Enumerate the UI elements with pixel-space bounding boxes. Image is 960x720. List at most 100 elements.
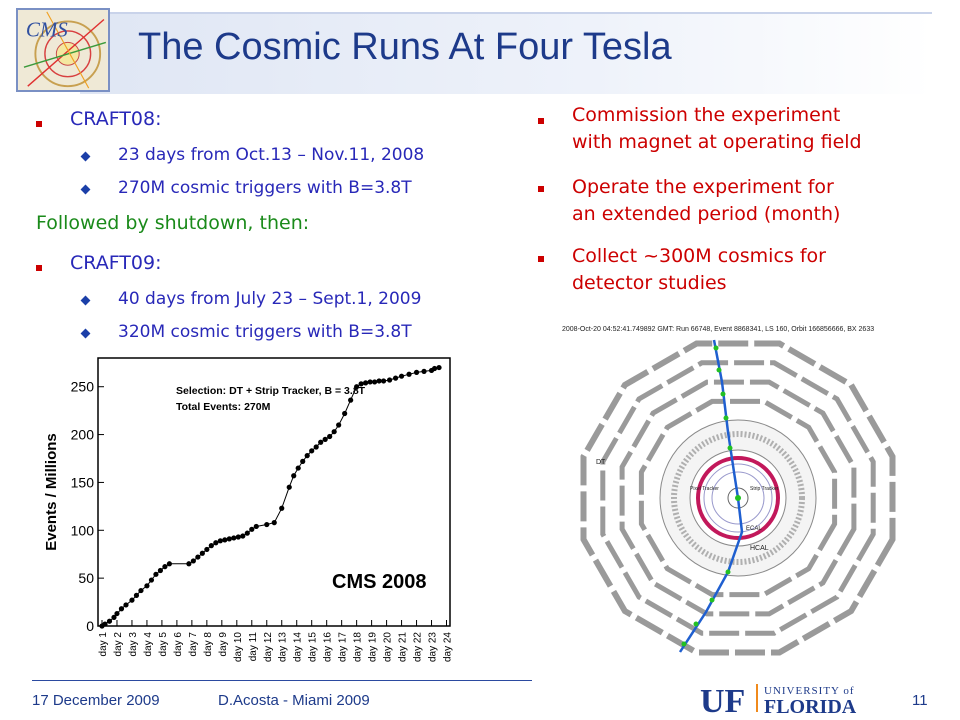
data-point	[253, 523, 259, 530]
data-point	[421, 368, 427, 374]
data-point	[367, 379, 373, 385]
tracker-label: Pixel Tracker	[690, 486, 719, 492]
data-point	[118, 606, 125, 612]
data-point	[148, 577, 155, 583]
data-point	[264, 521, 270, 528]
data-point	[431, 365, 438, 372]
x-tick-label: day 21	[398, 632, 409, 662]
data-point	[392, 375, 399, 381]
right-bullet-commission: Commission the experiment with magnet at…	[572, 102, 862, 156]
hcal-label: HCAL	[750, 545, 769, 552]
data-point	[358, 381, 364, 387]
bullet-diamond-icon	[80, 151, 91, 162]
data-point	[102, 621, 108, 627]
data-point	[300, 458, 306, 464]
data-point	[304, 453, 310, 459]
data-point	[322, 436, 328, 442]
track-hits	[681, 345, 741, 647]
muon-station-ring	[600, 360, 876, 636]
bullet-square-icon	[36, 121, 42, 127]
x-tick-label: day 12	[263, 632, 274, 662]
bullet-line: Collect ~300M cosmics for	[572, 245, 826, 267]
title-bar	[80, 12, 932, 94]
data-point	[153, 571, 159, 577]
data-point	[222, 537, 228, 543]
x-tick-label: day 14	[293, 632, 304, 662]
svg-text:UF: UF	[700, 683, 745, 716]
data-point	[309, 448, 315, 454]
x-tick-label: day 18	[353, 632, 364, 662]
data-point	[133, 592, 140, 598]
craft08-heading: CRAFT08:	[70, 108, 162, 130]
data-point	[244, 530, 250, 536]
x-tick-label: day 24	[443, 632, 454, 662]
x-tick-label: day 11	[248, 632, 259, 662]
y-tick-label: 200	[71, 427, 95, 443]
data-point	[354, 384, 360, 390]
data-point	[204, 546, 210, 553]
data-point	[363, 380, 369, 386]
data-point	[123, 602, 129, 608]
data-point	[381, 378, 387, 384]
craft09-heading: CRAFT09:	[70, 252, 162, 274]
data-point	[166, 561, 173, 567]
muon-station-ring	[638, 398, 838, 598]
x-tick-label: day 23	[428, 632, 439, 662]
strip-tracker-inner	[711, 471, 765, 525]
ecal-ring	[696, 456, 780, 540]
data-point	[286, 484, 292, 490]
dt-label: DT	[596, 459, 606, 466]
x-tick-label: day 4	[143, 632, 154, 657]
x-tick-label: day 2	[113, 632, 124, 657]
x-tick-label: day 6	[173, 632, 184, 657]
y-tick-label: 250	[71, 379, 95, 395]
data-point	[217, 538, 223, 544]
craft08-item: 23 days from Oct.13 – Nov.11, 2008	[118, 145, 425, 165]
data-point	[199, 550, 205, 556]
strip-tracker-label: Strip Tracker	[750, 486, 779, 492]
bullet-line: Operate the experiment for	[572, 176, 834, 198]
data-point	[279, 505, 285, 511]
y-tick-label: 0	[86, 618, 94, 634]
data-point	[386, 377, 393, 383]
data-point	[313, 444, 319, 450]
footer-author: D.Acosta - Miami 2009	[218, 692, 370, 709]
data-point	[249, 526, 255, 532]
bullet-square-icon	[538, 256, 544, 262]
data-point	[162, 564, 168, 570]
data-point	[235, 534, 241, 540]
y-axis-label: Events / Millions	[43, 433, 60, 551]
svg-text:CMS: CMS	[26, 18, 68, 42]
y-tick-label: 150	[71, 474, 95, 490]
slide-number: 11	[912, 692, 928, 709]
data-point	[336, 422, 342, 428]
bullet-square-icon	[36, 265, 42, 271]
data-point	[295, 465, 301, 471]
followed-text: Followed by shutdown, then:	[36, 212, 310, 234]
data-point	[208, 543, 214, 549]
craft09-item: 320M cosmic triggers with B=3.8T	[118, 322, 412, 342]
data-point	[331, 429, 337, 435]
x-tick-label: day 3	[128, 632, 139, 657]
data-point	[327, 433, 333, 440]
data-point	[157, 567, 164, 574]
right-bullet-collect: Collect ~300M cosmics for detector studi…	[572, 243, 826, 297]
ecal-label: ECAL	[746, 526, 762, 532]
muon-station-ring	[580, 340, 896, 656]
event-header: 2008-Oct-20 04:52:41.749892 GMT: Run 667…	[562, 326, 874, 333]
x-tick-label: day 16	[323, 632, 334, 662]
data-point	[291, 473, 297, 479]
y-tick-label: 100	[71, 522, 95, 538]
data-point	[231, 535, 237, 541]
events-chart: Events / Millions 0 50 100 150 200 250 day 1 d…	[36, 352, 456, 680]
plot-frame	[97, 357, 451, 627]
data-point	[240, 533, 246, 539]
chart-annotation-total: Total Events: 270M	[176, 401, 271, 413]
data-point	[413, 369, 420, 375]
bullet-diamond-icon	[80, 184, 91, 195]
data-point	[190, 558, 196, 564]
data-point	[436, 364, 442, 371]
x-tick-label: day 5	[158, 632, 169, 657]
craft08-item: 270M cosmic triggers with B=3.8T	[118, 178, 412, 198]
chart-annotation-selection: Selection: DT + Strip Tracker, B = 3.8T	[176, 385, 366, 397]
